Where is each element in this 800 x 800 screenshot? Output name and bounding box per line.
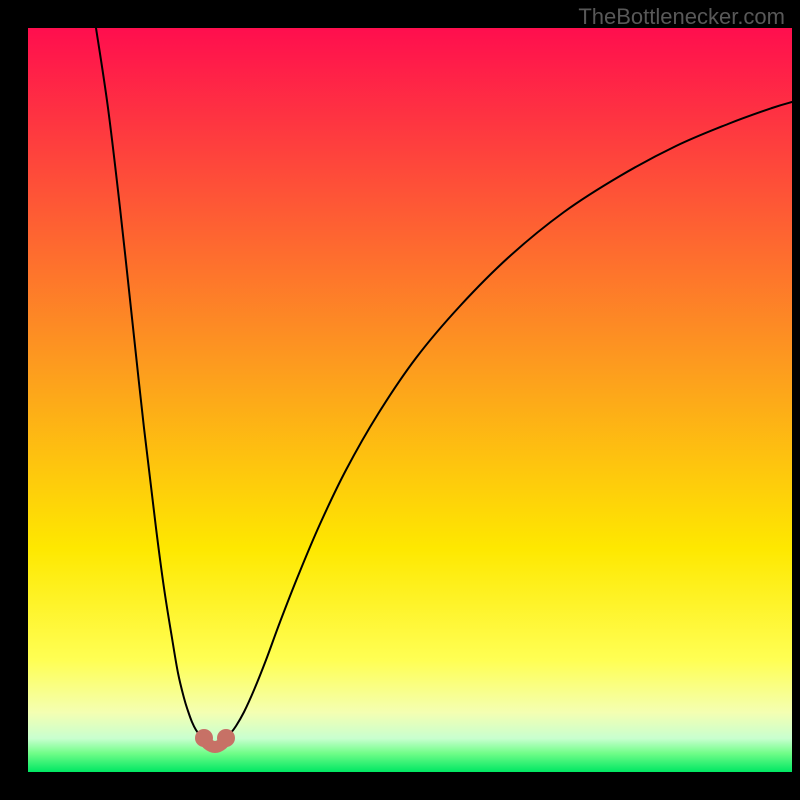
curve-right-branch xyxy=(226,102,792,738)
plot-area xyxy=(28,28,792,772)
watermark-text: TheBottlenecker.com xyxy=(578,4,785,30)
dip-marker-left xyxy=(195,729,213,747)
border-bottom xyxy=(0,772,800,800)
border-right xyxy=(792,0,800,800)
curve-left-branch xyxy=(96,28,204,738)
border-left xyxy=(0,0,28,800)
stage: TheBottlenecker.com xyxy=(0,0,800,800)
dip-marker-right xyxy=(217,729,235,747)
bottleneck-curve xyxy=(28,28,792,772)
